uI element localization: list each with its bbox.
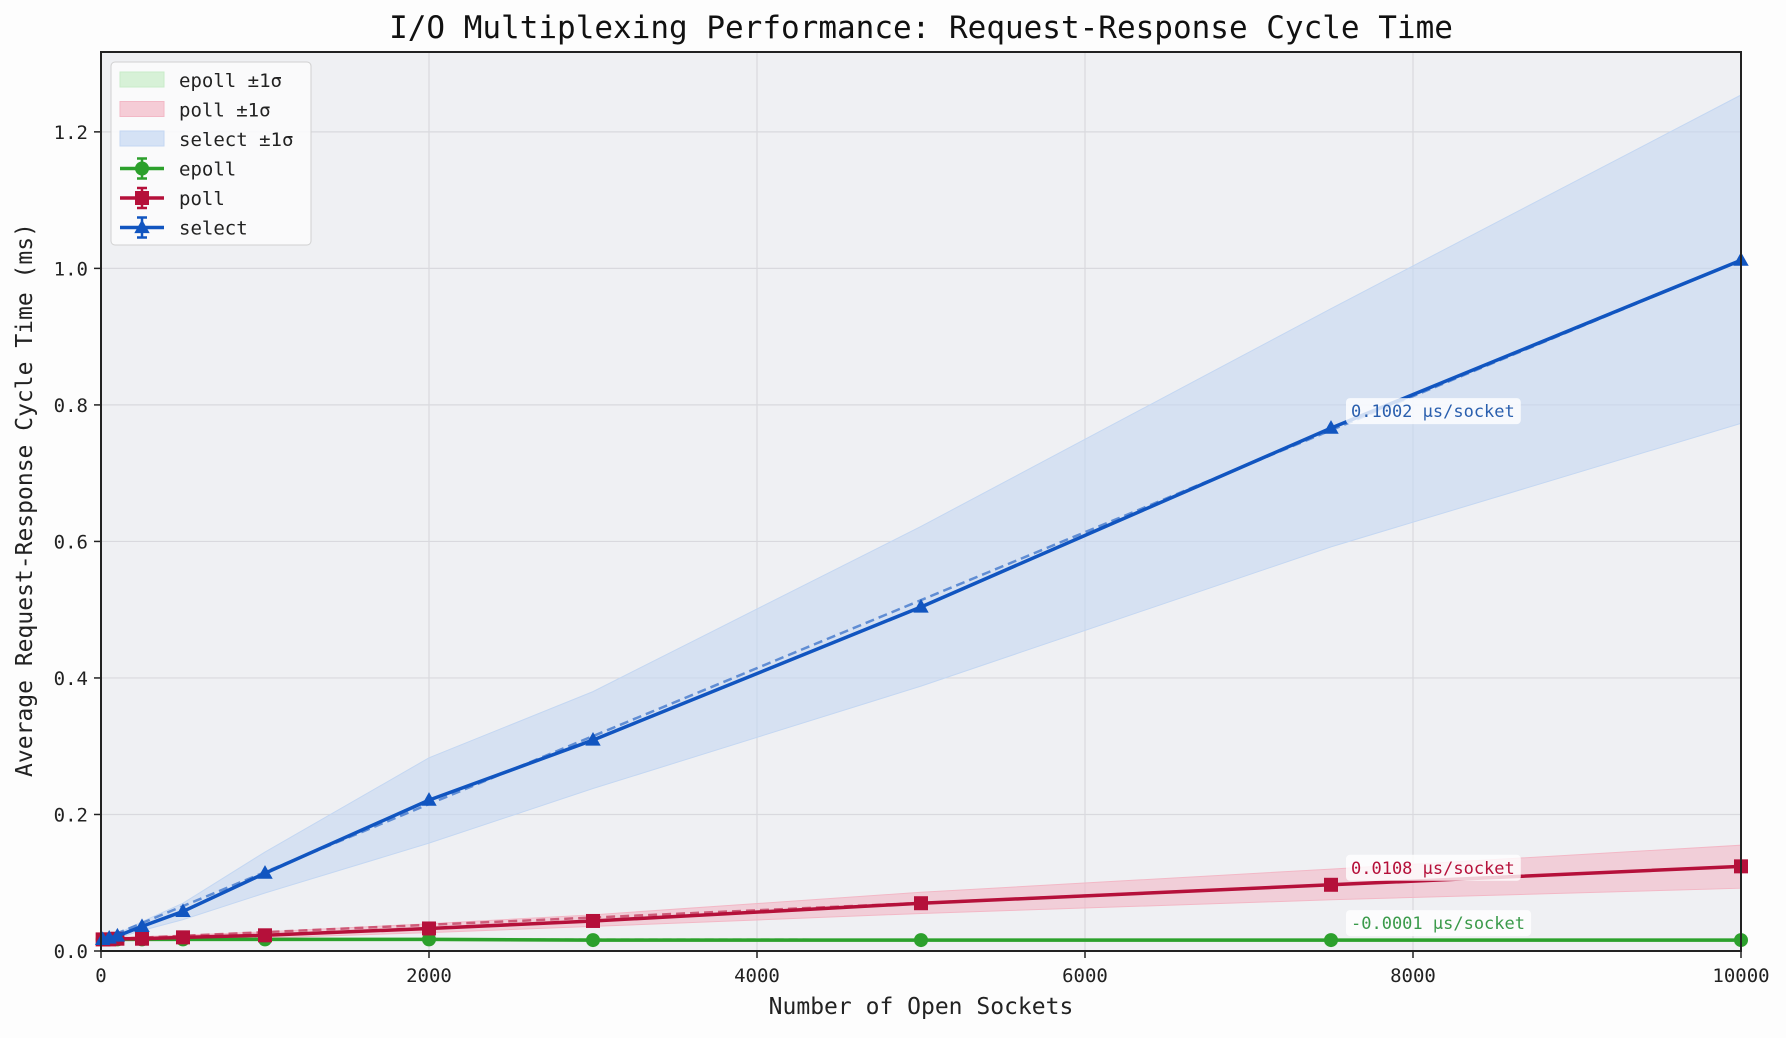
- y-tick-label: 0.6: [54, 531, 88, 553]
- annotation-box: [1346, 910, 1532, 937]
- poll-marker: [422, 921, 436, 936]
- slope-annotation: 0.1002 μs/socket: [1351, 402, 1515, 422]
- x-tick-label: 10000: [1712, 965, 1769, 987]
- legend-marker-circle: [135, 161, 149, 176]
- poll-marker: [176, 930, 190, 945]
- select-marker: [175, 903, 191, 918]
- legend-label: epoll: [179, 159, 236, 181]
- y-tick-label: 0.0: [54, 941, 88, 963]
- x-tick-label: 6000: [1062, 965, 1108, 987]
- legend-marker-triangle: [134, 219, 150, 234]
- y-axis-label: Average Request-Response Cycle Time (ms): [12, 223, 38, 777]
- legend-swatch-band: [119, 101, 165, 117]
- x-tick-label: 8000: [1390, 965, 1436, 987]
- legend-label: poll ±1σ: [179, 100, 271, 122]
- legend-marker-square: [135, 191, 149, 205]
- select-marker: [257, 865, 273, 879]
- epoll-marker: [586, 933, 600, 948]
- epoll-marker: [1324, 933, 1338, 948]
- slope-annotation: -0.0001 μs/socket: [1351, 914, 1525, 934]
- poll-marker: [1324, 877, 1338, 892]
- poll-marker: [586, 913, 600, 928]
- x-axis-label: Number of Open Sockets: [769, 994, 1074, 1020]
- legend-swatch-band: [119, 130, 165, 147]
- legend-label: select ±1σ: [179, 129, 293, 151]
- chart-title: I/O Multiplexing Performance: Request-Re…: [389, 10, 1453, 46]
- select-marker: [913, 598, 929, 613]
- plot-frame: [100, 51, 1742, 952]
- legend: epoll ±1σ poll ±1σ select ±1σ epoll poll sele…: [110, 61, 312, 246]
- select-marker: [134, 918, 150, 933]
- poll-marker: [135, 931, 149, 946]
- y-tick-label: 0.8: [54, 395, 88, 417]
- legend-label: poll: [179, 188, 225, 210]
- y-tick-label: 1.0: [54, 258, 88, 280]
- select-marker: [421, 792, 437, 806]
- axis-ticks: 0 2000 4000 6000 8000 10000 0.0 0.2 0.4 0.6 0.8 1.0…: [54, 122, 1770, 987]
- slope-annotations: 0.1002 μs/socket 0.0108 μs/socket -0.0001 …: [1346, 398, 1532, 937]
- select-marker: [1323, 420, 1339, 434]
- y-tick-label: 0.2: [54, 804, 88, 826]
- legend-label: epoll ±1σ: [179, 70, 282, 92]
- epoll-marker: [914, 933, 928, 948]
- select-marker: [585, 732, 601, 746]
- legend-swatch-band: [119, 71, 165, 88]
- epoll-marker: [422, 932, 436, 947]
- x-tick-label: 4000: [734, 965, 780, 987]
- x-tick-label: 2000: [406, 965, 452, 987]
- poll-marker: [914, 896, 928, 911]
- slope-annotation: 0.0108 μs/socket: [1351, 859, 1515, 879]
- x-tick-label: 0: [95, 965, 106, 987]
- y-tick-label: 0.4: [54, 668, 88, 690]
- y-tick-label: 1.2: [54, 122, 88, 144]
- annotation-box: [1346, 398, 1521, 425]
- legend-label: select: [179, 218, 248, 240]
- select-marker: [109, 927, 126, 942]
- annotation-box: [1346, 854, 1521, 881]
- poll-marker: [258, 928, 272, 943]
